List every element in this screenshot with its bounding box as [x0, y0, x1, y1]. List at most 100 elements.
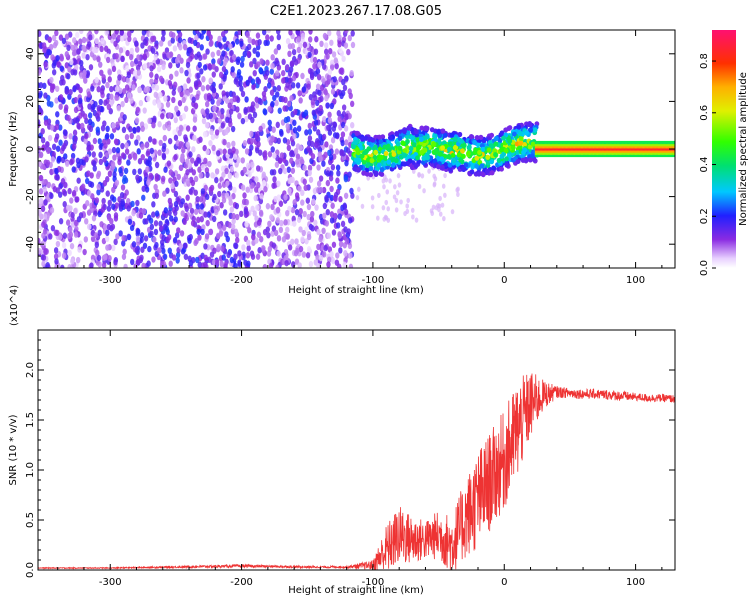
spectrogram-cell — [90, 85, 95, 92]
spectrogram-cell — [291, 215, 296, 223]
bottom-x-axis-label: Height of straight line (km) — [288, 585, 424, 596]
spectrogram-cell — [104, 30, 109, 36]
spectrogram-cell — [528, 127, 534, 133]
spectrogram-cell — [163, 223, 168, 231]
spectrogram-cell — [154, 210, 160, 217]
spectrogram-cell — [145, 85, 151, 93]
spectrogram-cell — [208, 34, 213, 41]
spectrogram-cell — [262, 95, 267, 102]
spectrogram-cell — [501, 151, 507, 157]
spectrogram-cell — [211, 144, 216, 152]
spectrogram-cell — [225, 116, 230, 124]
spectrogram-cell — [283, 255, 288, 262]
spectrogram-cell — [50, 225, 56, 232]
spectrogram-cell — [474, 155, 480, 161]
spectrogram-cell — [266, 82, 272, 89]
spectrogram-cell — [271, 169, 277, 176]
spectrogram-cell — [313, 141, 319, 148]
spectrogram-cell — [121, 75, 127, 83]
spectrogram-cell — [161, 175, 166, 182]
spectrogram-cell — [102, 223, 108, 231]
spectrogram-cell — [270, 146, 275, 153]
spectrogram-cell — [150, 47, 156, 54]
spectrogram-cell — [488, 143, 494, 149]
spectrogram-cell — [50, 156, 56, 163]
spectrogram-cell — [344, 238, 350, 245]
spectrogram-cell — [289, 157, 294, 164]
spectrogram-cell — [109, 85, 114, 93]
spectrogram-cell — [503, 147, 509, 154]
colorbar-tick-label: 0.2 — [699, 208, 710, 224]
spectrogram-cell — [206, 211, 211, 218]
spectrogram-cell — [313, 219, 318, 226]
spectrogram-cell — [510, 144, 516, 151]
spectrogram-cell — [336, 170, 341, 177]
spectrogram-cell — [368, 172, 374, 178]
spectrogram-cell — [87, 103, 92, 110]
spectrogram-cell — [256, 219, 262, 226]
spectrogram-cell — [38, 209, 42, 216]
spectrogram-cell — [134, 247, 139, 254]
spectrogram-cell — [75, 31, 80, 39]
spectrogram-cell — [269, 89, 275, 96]
spectrogram-cell — [308, 149, 313, 156]
spectrogram-cell — [211, 86, 217, 94]
spectrogram-cell — [269, 35, 274, 42]
spectrogram-cell — [672, 149, 675, 153]
spectrogram-cell — [263, 39, 268, 47]
spectrogram-cell — [270, 203, 275, 211]
spectrogram-cell — [174, 70, 179, 77]
spectrogram-cell — [209, 128, 214, 136]
spectrogram-cell — [129, 224, 135, 232]
spectrogram-cell — [303, 184, 308, 192]
spectrogram-cell — [420, 173, 425, 179]
spectrogram-cell — [347, 34, 352, 42]
spectrogram-cell — [40, 128, 45, 135]
spectrogram-cell — [142, 107, 147, 114]
spectrogram-cell — [307, 169, 312, 177]
spectrogram-cell — [82, 113, 88, 120]
spectrogram-cell — [181, 96, 186, 104]
spectrogram-cell — [72, 58, 78, 66]
spectrogram-cell — [220, 165, 226, 172]
spectrogram-cell — [281, 69, 286, 77]
spectrogram-cell — [250, 78, 256, 85]
spectrogram-cell — [252, 210, 257, 217]
spectrogram-cell — [312, 94, 318, 102]
spectrogram-cell — [322, 32, 328, 40]
spectrogram-cell — [96, 104, 101, 112]
spectrogram-cell — [77, 246, 82, 253]
spectrogram-cell — [331, 229, 337, 236]
spectrogram-cell — [328, 154, 334, 161]
spectrogram-cell — [244, 115, 249, 123]
spectrogram-cell — [304, 238, 309, 245]
spectrogram-cell — [199, 215, 204, 223]
spectrogram-cell — [146, 260, 151, 267]
spectrogram-cell — [84, 156, 89, 163]
spectrogram-cell — [393, 184, 397, 190]
spectrogram-cell — [145, 150, 151, 157]
spectrogram-cell — [99, 186, 105, 193]
spectrogram-cell — [171, 96, 176, 104]
spectrogram-cell — [270, 62, 275, 70]
spectrogram-cell — [452, 136, 458, 142]
spectrogram-cell — [339, 67, 344, 74]
spectrogram-cell — [275, 121, 280, 129]
spectrogram-cell — [504, 162, 510, 168]
spectrogram-cell — [265, 203, 271, 210]
spectrogram-cell — [81, 73, 87, 80]
spectrogram-cell — [237, 259, 242, 266]
spectrogram-cell — [209, 251, 215, 258]
spectrogram-cell — [288, 66, 294, 73]
spectrogram-cell — [286, 166, 292, 173]
spectrogram-cell — [327, 68, 333, 76]
spectrogram-cell — [410, 207, 415, 213]
spectrogram-cell — [316, 243, 321, 251]
spectrogram-cell — [466, 144, 472, 150]
spectrogram-cell — [267, 151, 273, 158]
spectrogram-cell — [254, 237, 259, 244]
spectrogram-cell — [165, 236, 170, 244]
spectrogram-cell — [244, 96, 249, 103]
spectrogram-cell — [179, 156, 184, 163]
spectrogram-cell — [424, 125, 430, 131]
